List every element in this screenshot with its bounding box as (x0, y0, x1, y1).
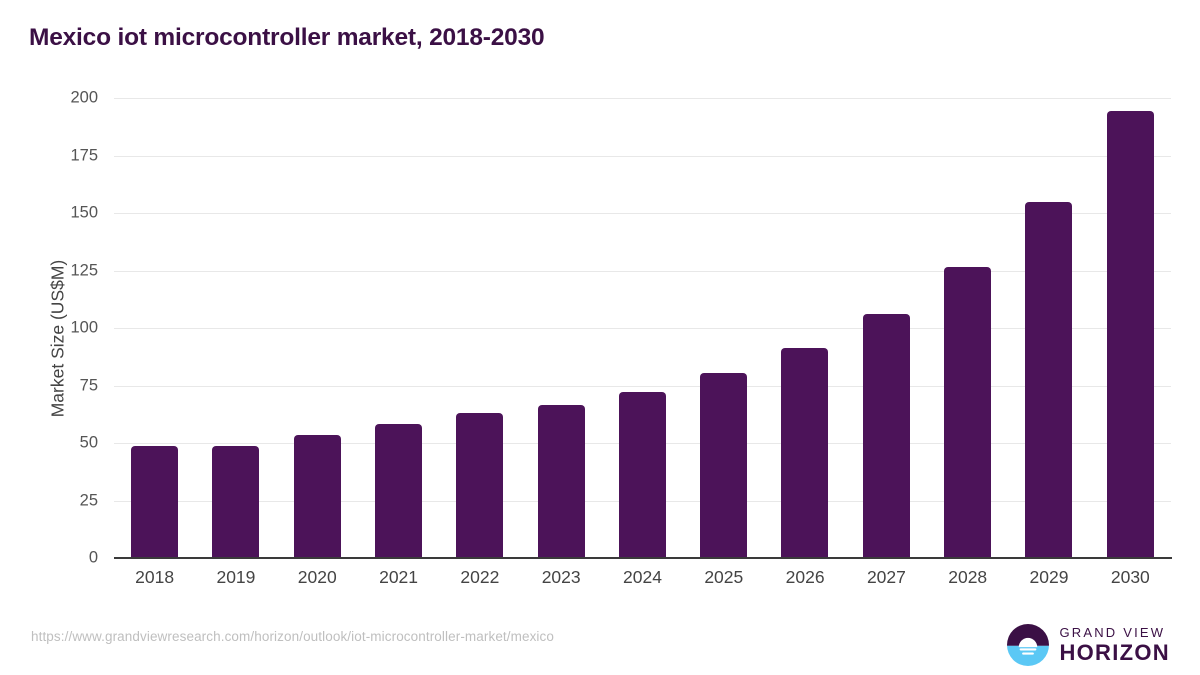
x-tick-label-2030: 2030 (1110, 567, 1150, 587)
bar-2024[interactable] (618, 392, 666, 558)
x-tick-label-2019: 2019 (216, 567, 256, 587)
x-tick-label-2029: 2029 (1029, 567, 1069, 587)
x-axis-tick-labels: 2018 2019 2020 2021 2022 2023 2024 2025 2026 2027… (114, 567, 1171, 597)
bar-2028[interactable] (944, 267, 992, 558)
gridline (114, 328, 1171, 329)
y-tick-label: 25 (79, 491, 98, 509)
bar-2019[interactable] (212, 445, 260, 558)
bar-slot (683, 98, 764, 558)
bar-slot (195, 98, 276, 558)
bar-2026[interactable] (781, 347, 829, 558)
x-tick-label-2026: 2026 (785, 567, 825, 587)
y-tick-label: 50 (79, 433, 98, 452)
bar-slot (846, 98, 927, 558)
bar-2018[interactable] (131, 446, 178, 558)
bar-slot (1090, 98, 1171, 558)
bar-slot (358, 98, 439, 558)
x-axis-line (114, 557, 1172, 559)
page-title: Mexico iot microcontroller market, 2018-… (29, 24, 545, 51)
bar-slot (1008, 98, 1089, 558)
bar-2022[interactable] (456, 413, 504, 558)
y-axis-title: Market Size (US$M) (47, 259, 68, 418)
y-tick-label: 150 (70, 203, 98, 222)
plot-area (114, 98, 1171, 558)
gridline (114, 213, 1171, 214)
x-tick-label-2025: 2025 (704, 567, 744, 587)
bar-slot (114, 98, 195, 558)
y-tick-label: 175 (70, 146, 98, 164)
x-tick-label-2021: 2021 (379, 567, 419, 587)
bar-2025[interactable] (700, 373, 748, 558)
bar-2020[interactable] (293, 434, 341, 558)
logo-line-horizon: HORIZON (1059, 640, 1170, 665)
gridline (114, 98, 1171, 99)
brand-logo[interactable]: GRAND VIEW HORIZON (1007, 622, 1170, 668)
x-tick-label-2020: 2020 (297, 567, 337, 587)
gridline (114, 385, 1171, 387)
bar-slot (277, 98, 358, 558)
x-tick-label-2023: 2023 (541, 567, 581, 587)
bar-2021[interactable] (374, 423, 422, 558)
grand-view-horizon-logo-icon (1007, 624, 1050, 666)
bar-slot (764, 98, 845, 558)
x-tick-label-2027: 2027 (866, 567, 906, 587)
bar-slot (927, 98, 1008, 558)
bar-slot (439, 98, 520, 558)
bar-2029[interactable] (1025, 202, 1073, 558)
bar-slot (602, 98, 683, 558)
gridline (114, 270, 1171, 272)
bar-2027[interactable] (862, 314, 910, 558)
logo-line-grand-view: GRAND VIEW (1059, 625, 1166, 640)
y-tick-label: 125 (70, 261, 98, 279)
x-tick-label-2024: 2024 (623, 567, 662, 587)
logo-wordmark: GRAND VIEW HORIZON (1059, 626, 1170, 664)
y-tick-label: 100 (70, 318, 98, 337)
bar-slot (521, 98, 602, 558)
y-tick-label: 200 (70, 88, 98, 107)
x-tick-label-2022: 2022 (460, 567, 500, 587)
bar-2023[interactable] (537, 404, 585, 558)
y-tick-label: 75 (79, 376, 98, 394)
source-url[interactable]: https://www.grandviewresearch.com/horizo… (31, 629, 554, 644)
bar-2030[interactable] (1106, 111, 1154, 558)
x-tick-label-2028: 2028 (948, 567, 988, 587)
y-tick-label: 0 (88, 548, 98, 567)
x-tick-label-2018: 2018 (135, 567, 175, 587)
gridline (114, 155, 1171, 157)
